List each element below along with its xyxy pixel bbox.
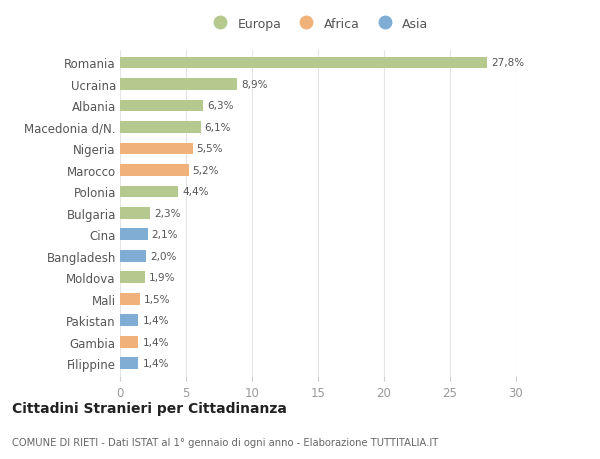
- Text: 2,0%: 2,0%: [151, 252, 177, 261]
- Bar: [120, 358, 139, 369]
- Text: Cittadini Stranieri per Cittadinanza: Cittadini Stranieri per Cittadinanza: [12, 402, 287, 415]
- Bar: [120, 101, 203, 112]
- Bar: [120, 165, 188, 176]
- Bar: [120, 315, 139, 326]
- Bar: [120, 122, 200, 134]
- Bar: [120, 251, 146, 262]
- Bar: [120, 79, 238, 91]
- Text: 1,9%: 1,9%: [149, 273, 176, 283]
- Text: 1,4%: 1,4%: [142, 358, 169, 369]
- Bar: [120, 229, 148, 241]
- Text: 27,8%: 27,8%: [491, 58, 524, 68]
- Text: 1,5%: 1,5%: [144, 294, 170, 304]
- Text: 1,4%: 1,4%: [142, 337, 169, 347]
- Text: 2,1%: 2,1%: [152, 230, 178, 240]
- Text: 2,3%: 2,3%: [154, 208, 181, 218]
- Text: 6,1%: 6,1%: [205, 123, 231, 133]
- Bar: [120, 336, 139, 348]
- Legend: Europa, Africa, Asia: Europa, Africa, Asia: [208, 17, 428, 31]
- Text: 1,4%: 1,4%: [142, 316, 169, 325]
- Bar: [120, 143, 193, 155]
- Text: 5,5%: 5,5%: [197, 144, 223, 154]
- Text: 4,4%: 4,4%: [182, 187, 209, 197]
- Bar: [120, 57, 487, 69]
- Text: 6,3%: 6,3%: [207, 101, 233, 111]
- Text: 8,9%: 8,9%: [241, 80, 268, 90]
- Bar: [120, 293, 140, 305]
- Text: COMUNE DI RIETI - Dati ISTAT al 1° gennaio di ogni anno - Elaborazione TUTTITALI: COMUNE DI RIETI - Dati ISTAT al 1° genna…: [12, 437, 438, 448]
- Bar: [120, 272, 145, 284]
- Text: 5,2%: 5,2%: [193, 166, 219, 175]
- Bar: [120, 186, 178, 198]
- Bar: [120, 207, 151, 219]
